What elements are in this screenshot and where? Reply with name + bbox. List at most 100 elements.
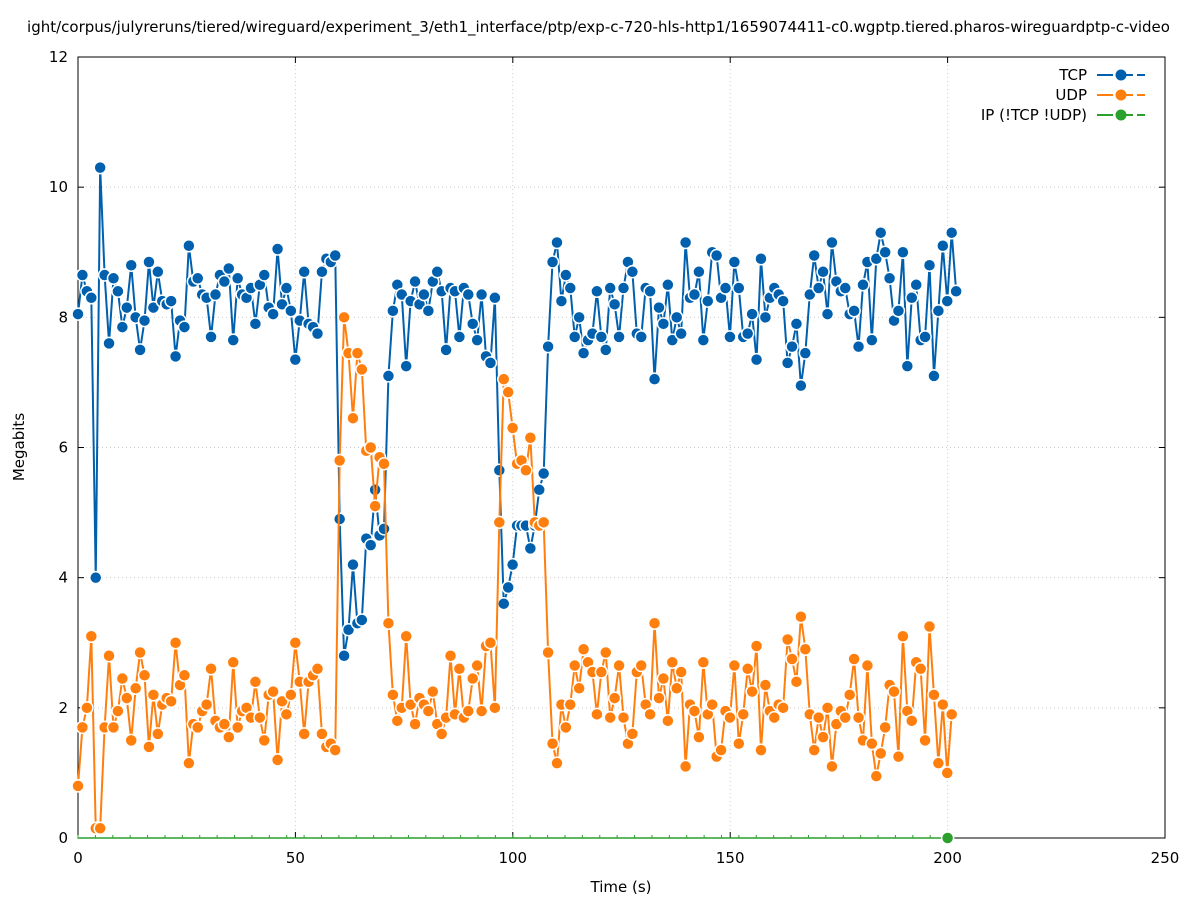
data-point (732, 281, 746, 295)
data-point (944, 707, 959, 722)
data-point (567, 658, 582, 673)
data-point (168, 349, 183, 364)
data-point (687, 704, 702, 718)
data-point (816, 265, 830, 279)
data-point (355, 613, 369, 627)
data-point (612, 658, 626, 673)
data-point (93, 821, 107, 835)
data-point (474, 287, 489, 302)
x-axis-label: Time (s) (590, 878, 652, 896)
data-point (168, 636, 183, 650)
data-point (709, 248, 724, 263)
data-point (913, 662, 928, 676)
data-point (439, 343, 453, 357)
data-point (541, 339, 555, 354)
data-point (758, 678, 773, 692)
data-point (869, 769, 884, 783)
data-point (918, 330, 932, 344)
data-point (266, 307, 280, 321)
data-point (88, 570, 103, 585)
data-point (669, 681, 684, 696)
data-point (137, 313, 152, 328)
data-point (927, 688, 941, 702)
data-point (674, 665, 688, 679)
data-point (550, 756, 564, 770)
data-point (408, 274, 422, 289)
data-point (381, 616, 396, 630)
data-point (723, 710, 737, 725)
data-point (798, 642, 813, 657)
data-point (217, 717, 232, 731)
data-point (656, 317, 671, 331)
x-tick-label: 200 (933, 849, 962, 867)
data-point (723, 330, 737, 344)
data-point (940, 294, 955, 308)
data-point (727, 658, 742, 673)
data-point (647, 616, 662, 630)
data-point (390, 714, 405, 728)
data-point (576, 346, 591, 360)
legend-marker (1115, 69, 1127, 81)
data-point (328, 248, 342, 263)
data-point (714, 743, 728, 757)
data-point (532, 483, 546, 497)
data-point (696, 655, 711, 670)
data-point (310, 662, 325, 676)
data-point (798, 346, 813, 360)
data-point (519, 463, 533, 478)
y-tick-label: 4 (58, 569, 68, 587)
data-point (270, 242, 285, 256)
data-point (616, 710, 631, 725)
data-point (128, 681, 143, 696)
data-point (869, 252, 884, 266)
data-point (554, 294, 569, 308)
data-point (386, 304, 400, 318)
data-point (248, 675, 263, 689)
data-point (563, 697, 578, 712)
data-point (115, 671, 130, 686)
data-point (452, 662, 467, 676)
data-point (754, 743, 768, 757)
data-point (430, 265, 444, 279)
x-tick-label: 250 (1151, 849, 1180, 867)
data-point (891, 749, 906, 764)
data-point (310, 326, 325, 341)
data-point (665, 333, 680, 347)
data-point (230, 271, 245, 286)
data-point (865, 736, 879, 751)
data-point (217, 274, 232, 289)
data-point (803, 287, 817, 302)
data-point (465, 671, 480, 686)
data-point (399, 359, 413, 373)
data-point (616, 281, 631, 295)
data-point (315, 727, 329, 741)
data-point (767, 710, 782, 725)
legend-marker (1115, 109, 1127, 121)
data-point (780, 632, 795, 647)
data-point (386, 688, 400, 702)
data-point (488, 291, 502, 305)
data-point (687, 287, 702, 302)
data-point (944, 225, 959, 240)
data-point (745, 684, 759, 699)
data-point (536, 466, 551, 481)
data-point (226, 333, 240, 347)
data-point (84, 291, 99, 305)
data-point (315, 265, 329, 279)
data-point (873, 225, 888, 240)
data-point (692, 265, 706, 279)
data-point (785, 339, 799, 354)
data-point (332, 453, 347, 468)
data-point (599, 645, 613, 660)
data-point (501, 385, 515, 399)
data-point (284, 304, 298, 318)
data-point (599, 343, 613, 357)
data-point (142, 255, 156, 269)
data-point (275, 297, 289, 312)
data-point (421, 704, 436, 718)
data-point (501, 580, 515, 595)
data-point (661, 278, 675, 292)
data-point (545, 255, 560, 269)
data-point (665, 655, 680, 670)
data-point (470, 658, 484, 673)
